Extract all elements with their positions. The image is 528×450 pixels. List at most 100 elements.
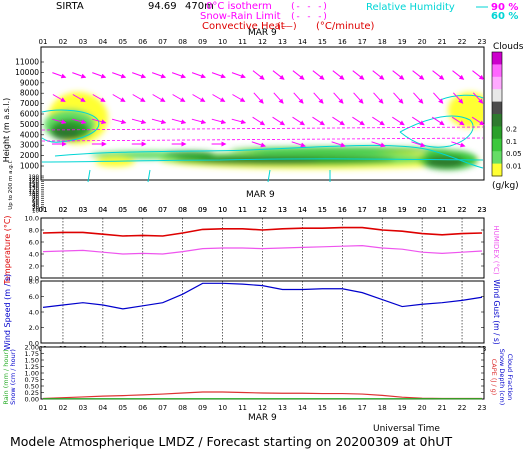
wind-arrow [292,116,305,126]
wind-arrow [72,94,86,102]
hour-tick-label: 20 [418,38,427,46]
hour-tick-label: 22 [458,38,467,46]
hour-tick-label: 11 [238,38,247,46]
hour-tick-label: 12 [258,404,267,412]
y-tick-label: 160 [29,180,40,186]
wind-y-axis: 0.0 2.0 4.0 6.0 8.0 [29,278,484,348]
wind-arrow [52,72,67,79]
hour-tick-label: 01 [39,206,48,214]
y-tick-label: 7000 [20,99,39,108]
wind-arrow [92,72,107,79]
cloud-panel-top-hours: 01 02 03 04 05 06 07 08 09 10 11 12 13 14 15 16 17 18 19 20… [39,38,487,46]
y-tick-label: 1.75 [25,350,39,358]
y-tick-label: 60 [32,199,39,205]
y-tick-label: 5000 [20,120,39,129]
wind-arrow [293,92,304,104]
hour-tick-label: 19 [398,404,407,412]
wind-speed-ylabel: Wind Speed (m / s) [3,274,12,350]
y-tick-label: 2.0 [29,263,39,271]
wind-arrow [471,116,485,126]
station-coords: 94.69 [148,1,177,12]
station-name: SIRTA [56,1,84,12]
y-tick-label: 0.0 [29,275,39,283]
hour-tick-label: 19 [398,206,407,214]
hour-tick-label: 14 [298,206,307,214]
colorbar-frame [491,51,503,177]
wind-arrow [172,94,186,102]
wind-arrow [392,70,405,80]
wind-arrow [393,92,404,104]
hour-tick-label: 01 [39,38,48,46]
hour-tick-label: 05 [118,404,127,412]
colorbar-swatch [492,138,502,152]
isotherm-lines [41,126,484,142]
wind-arrow [192,94,206,102]
hour-tick-label: 07 [158,404,167,412]
hour-tick-label: 06 [138,404,147,412]
colorbar-label: 0.2 [506,125,517,133]
hour-tick-label: 09 [198,206,207,214]
hour-tick-label: 06 [138,38,147,46]
y-tick-label: 4.0 [29,309,39,317]
legend-snowrain-label: Snow-Rain Limit [200,11,281,22]
wind-arrow [253,92,264,104]
wind-arrow [251,141,266,148]
wind-arrow [451,141,466,148]
y-tick-label: 40 [32,203,39,209]
precip-panel-date-bottom: MAR 9 [248,413,277,423]
y-tick-label: 170 [29,178,40,184]
legend-isotherm-label: 0°C isotherm [206,1,272,12]
colorbar: 0.2 0.1 0.05 0.01 [491,51,522,177]
precip-series [42,391,482,400]
hour-tick-label: 23 [478,206,487,214]
hour-tick-label: 07 [158,38,167,46]
wind-arrow [52,118,67,125]
y-tick-label: 0.0 [29,340,39,348]
hour-tick-label: 02 [58,404,67,412]
wind-arrow [112,72,127,79]
colorbar-swatch [492,163,502,177]
cloud-panel-bottom-hours: 01 02 03 04 05 06 07 08 09 10 11 12 13 14 15 16 17 18 19 20… [39,206,487,214]
colorbar-swatch [492,64,502,78]
hour-tick-label: 13 [278,206,287,214]
wind-arrow [371,141,386,148]
wind-arrow [372,70,385,80]
temperature-ylabel: Temperature (°C) [3,215,12,285]
wind-arrow [472,70,485,80]
wind-arrow [52,94,66,102]
y-tick-label: 140 [29,184,40,190]
y-tick-label: 2.0 [29,324,39,332]
wind-arrow [373,92,384,104]
y-tick-label: 50 [32,201,39,207]
temperature-series [42,226,483,255]
y-tick-label: 8.0 [29,227,39,235]
hour-tick-label: 17 [358,38,367,46]
wind-arrow [72,72,87,79]
hour-tick-label: 22 [458,404,467,412]
hour-tick-label: 13 [278,206,287,214]
wind-arrow [272,116,286,126]
wind-arrow [171,72,187,79]
hour-tick-label: 21 [438,206,447,214]
hour-tick-label: 11 [238,206,247,214]
hour-tick-label: 10 [218,206,227,214]
y-tick-label: 130 [29,186,40,192]
hour-tick-label: 08 [178,206,187,214]
hour-tick-label: 23 [478,38,487,46]
wind-series [42,282,483,310]
wind-arrow [171,118,187,125]
y-tick-label: 8.0 [29,278,39,286]
legend-snowrain-swatch: (- - -) [290,12,328,22]
wind-arrow [132,94,146,102]
series-line [42,391,482,400]
station-altitude: 470m [185,1,214,12]
y-tick-label: 110 [29,190,40,196]
hour-tick-label: 13 [278,38,287,46]
cloud-panel-ylabel: Height (m a.s.l.) [2,98,11,163]
legend-rh-label: Relative Humidity [366,2,455,13]
precip-panel: 01 02 03 04 05 06 07 08 09 10 11 12 13 14 15 16 17 18 19 20… [2,344,514,435]
y-tick-label: 2000 [20,151,39,160]
hour-tick-label: 17 [358,404,367,412]
hour-tick-label: 14 [298,38,307,46]
